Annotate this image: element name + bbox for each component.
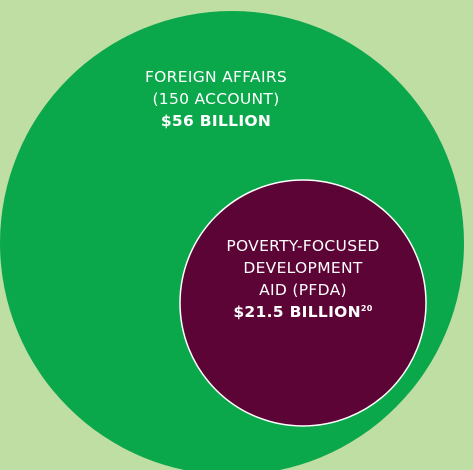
pfda-title-line3: AID (PFDA) [259,281,347,299]
pfda-amount-line: $21.5 BILLION20 [183,301,423,323]
foreign-affairs-title: FOREIGN AFFAIRS [144,68,288,86]
pfda-circle [179,179,427,427]
pfda-footnote-marker: 20 [360,303,373,313]
pfda-title-line2: DEVELOPMENT [243,259,363,277]
foreign-affairs-amount: $56 BILLION [160,112,272,130]
pfda-label: POVERTY-FOCUSED DEVELOPMENT AID (PFDA) $… [183,235,423,323]
foreign-affairs-label: FOREIGN AFFAIRS (150 ACCOUNT) $56 BILLIO… [96,66,336,132]
pfda-title-line1: POVERTY-FOCUSED [226,237,380,255]
pfda-amount: $21.5 BILLION [233,303,361,321]
foreign-affairs-account: (150 ACCOUNT) [152,90,280,108]
